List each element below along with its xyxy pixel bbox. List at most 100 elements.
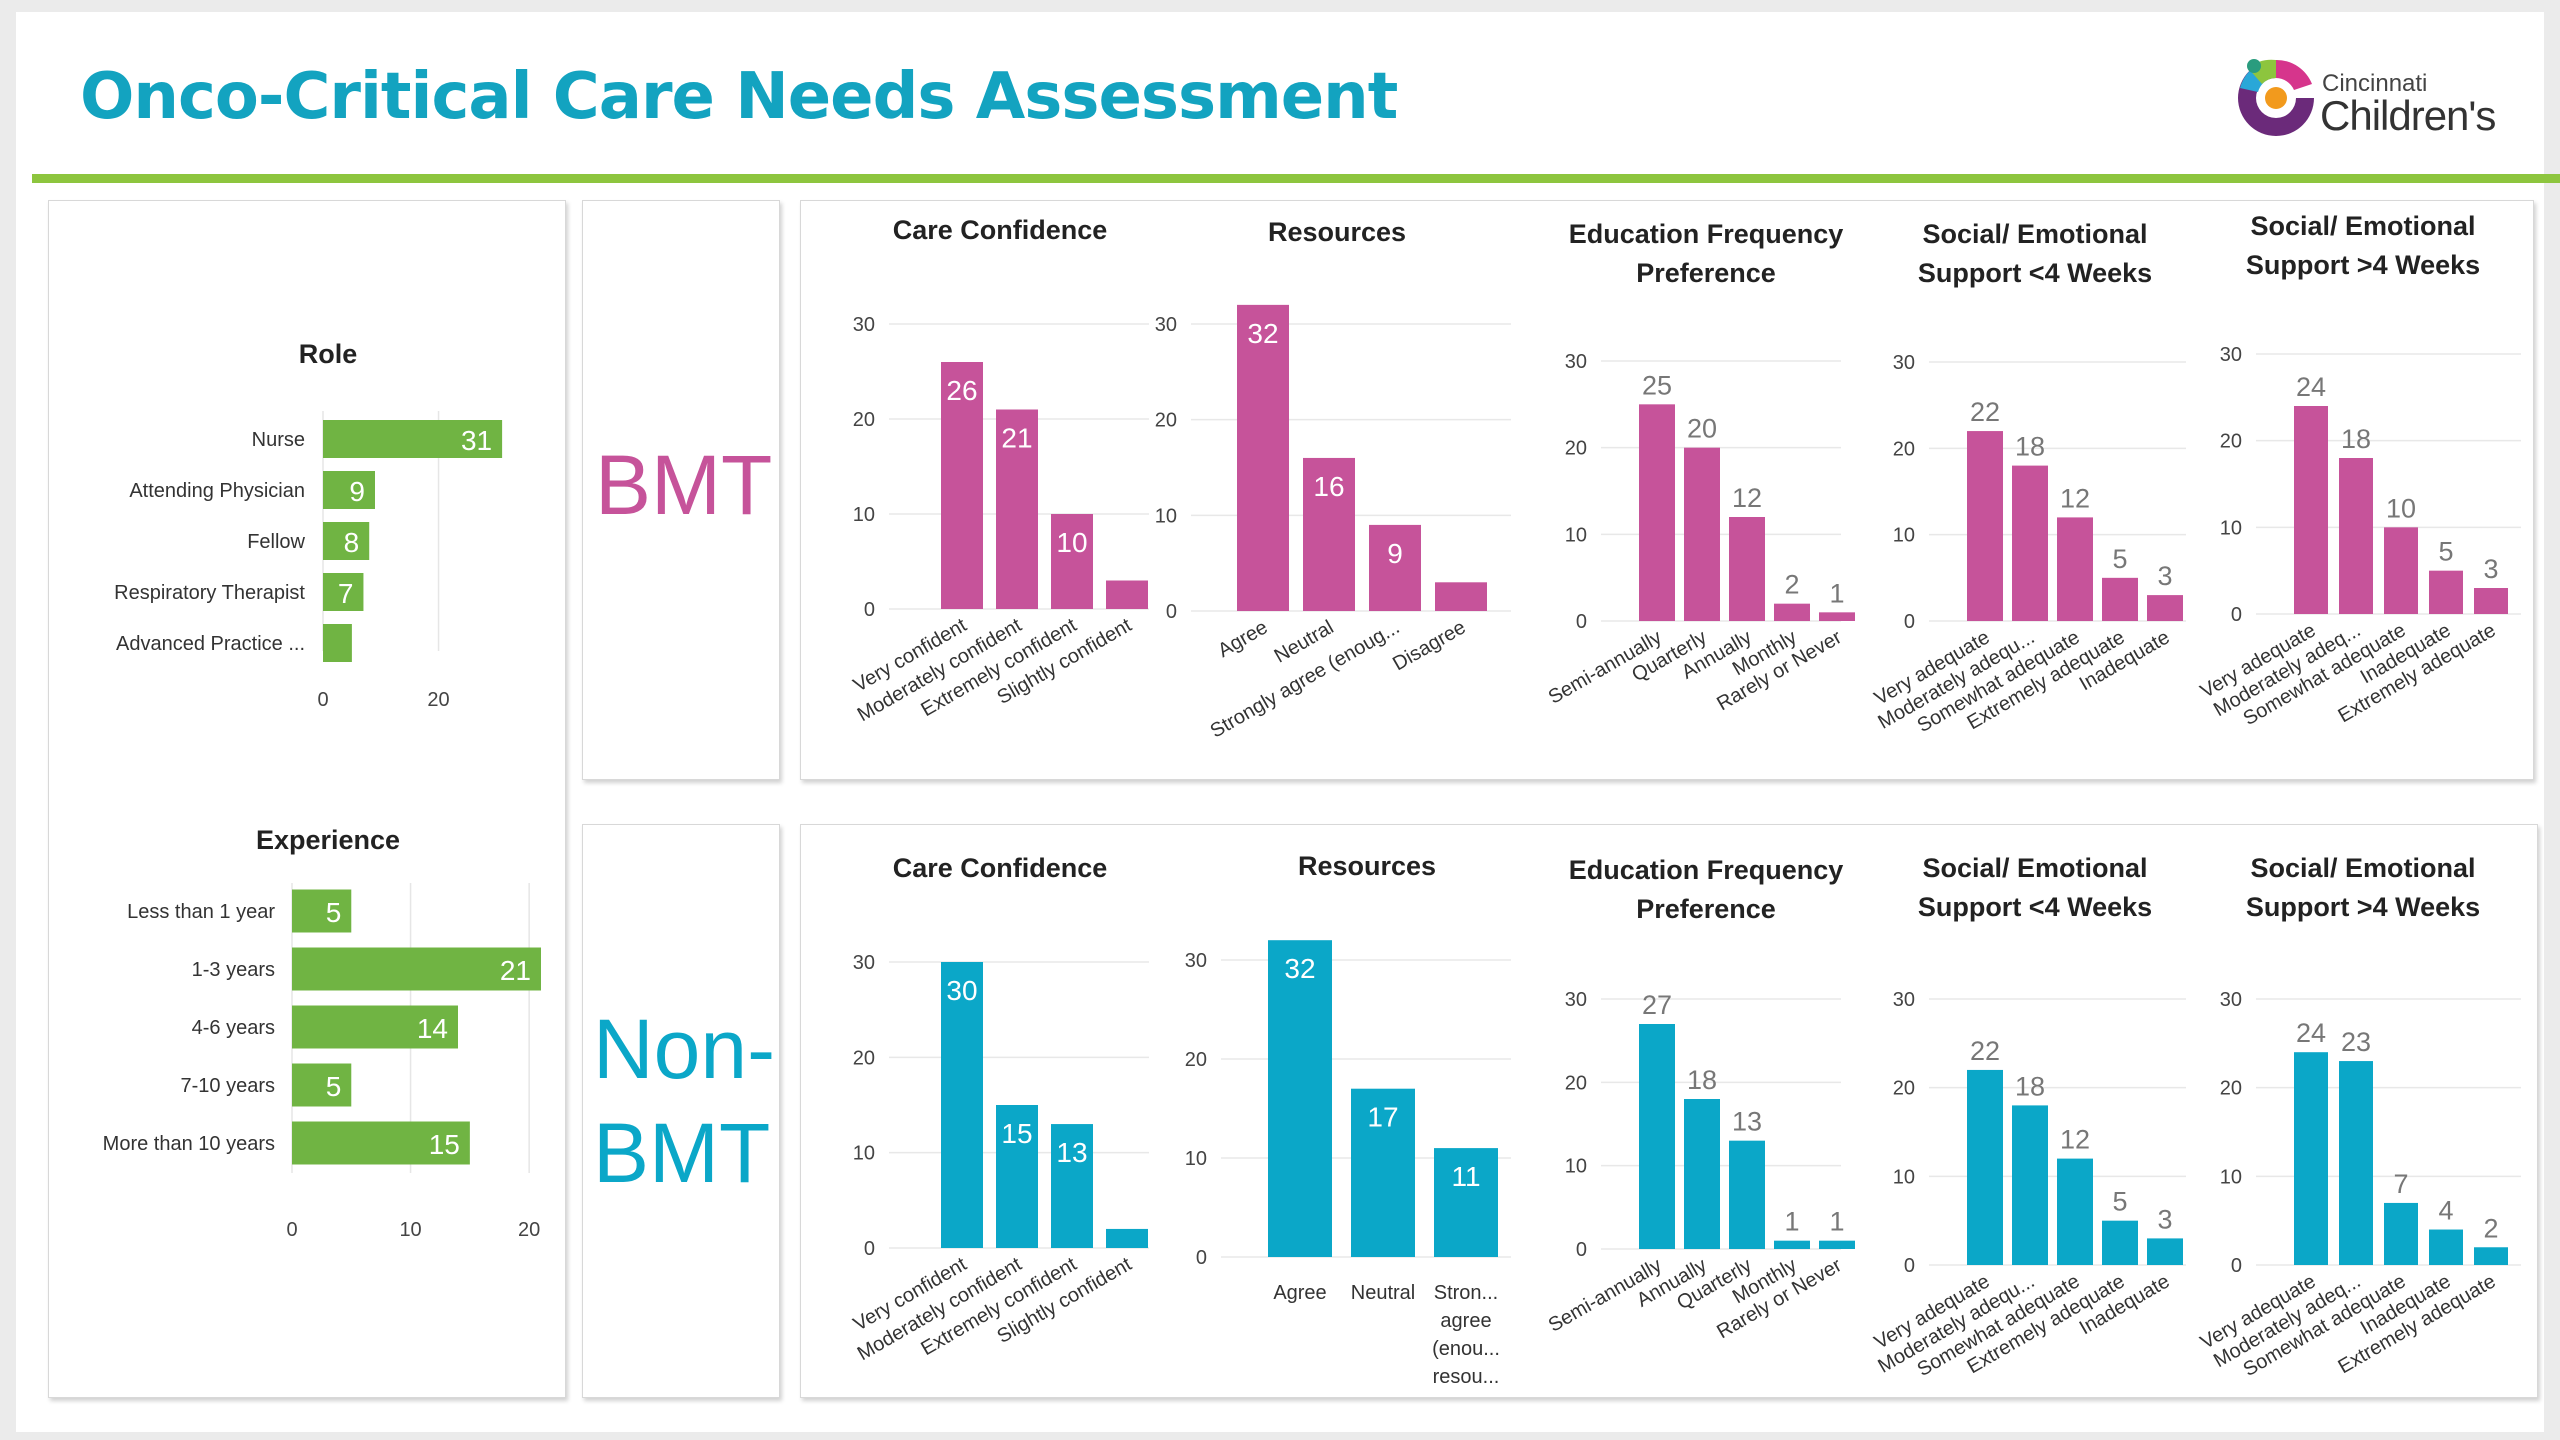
data-label: 9 <box>349 476 365 507</box>
y-tick-label: 10 <box>853 504 875 526</box>
x-tick-label: 20 <box>518 1219 540 1241</box>
cincinnati-childrens-logo: Cincinnati Children's <box>2226 48 2526 148</box>
bar <box>2057 1158 2093 1265</box>
bar <box>323 624 352 662</box>
data-label: 10 <box>1056 527 1087 558</box>
logo-line1: Cincinnati <box>2322 70 2428 97</box>
data-label: 5 <box>2112 544 2127 574</box>
data-label: 14 <box>417 1013 448 1044</box>
chart-title: Support >4 Weeks <box>2246 892 2480 922</box>
bar <box>1639 1024 1675 1249</box>
bar <box>2474 588 2508 614</box>
data-label: 22 <box>1970 397 2000 427</box>
bar <box>1051 514 1093 609</box>
data-label: 18 <box>2015 1071 2045 1101</box>
chart-title: Social/ Emotional <box>1922 219 2147 249</box>
logo-line2: Children's <box>2320 92 2496 139</box>
chart-title: Support >4 Weeks <box>2246 250 2480 280</box>
bar <box>1303 457 1355 611</box>
data-label: 9 <box>1387 538 1403 569</box>
chart-title: Support <4 Weeks <box>1918 258 2152 288</box>
bar <box>2294 406 2328 614</box>
y-tick-label: 10 <box>853 1143 875 1165</box>
bar <box>1967 1069 2003 1265</box>
data-label: 12 <box>2060 1125 2090 1155</box>
data-label: 3 <box>2157 561 2172 591</box>
data-label: 7 <box>338 578 354 609</box>
bar <box>1106 1228 1148 1248</box>
data-label: 24 <box>2296 372 2326 402</box>
category-label: Attending Physician <box>129 480 305 502</box>
y-tick-label: 30 <box>1185 950 1207 972</box>
data-label: 5 <box>2112 1187 2127 1217</box>
y-tick-label: 20 <box>1893 1078 1915 1100</box>
y-tick-label: 20 <box>2220 431 2242 453</box>
chart-title: Resources <box>1298 851 1436 881</box>
bmt-charts-panel: Care Confidence 0 10 20 30 26 Very confident 21… <box>800 200 2534 780</box>
data-label: 13 <box>1732 1107 1762 1137</box>
chart-title: Support <4 Weeks <box>1918 892 2152 922</box>
chart-title: Preference <box>1636 258 1776 288</box>
y-tick-label: 20 <box>1155 410 1177 432</box>
data-label: 1 <box>1784 1207 1799 1237</box>
data-label: 31 <box>461 425 492 456</box>
bar <box>2339 458 2373 614</box>
category-label: 1-3 years <box>192 959 275 981</box>
data-label: 20 <box>1687 414 1717 444</box>
dashboard-page: Onco-Critical Care Needs Assessment Cinc… <box>16 12 2560 1432</box>
y-tick-label: 10 <box>2220 1166 2242 1188</box>
y-tick-label: 10 <box>1893 525 1915 547</box>
bmt-label-panel: BMT <box>582 200 780 780</box>
bar <box>1819 612 1855 621</box>
bar <box>1435 582 1487 611</box>
data-label: 11 <box>1451 1161 1480 1192</box>
bar <box>1774 603 1810 621</box>
bar <box>2474 1247 2508 1265</box>
data-label: 26 <box>946 375 977 406</box>
header-divider <box>32 174 2560 183</box>
data-label: 32 <box>1247 318 1278 349</box>
y-tick-label: 10 <box>1565 524 1587 546</box>
bar <box>2102 1220 2138 1265</box>
y-tick-label: 10 <box>1185 1148 1207 1170</box>
nonbmt-charts-panel: Care Confidence 0 10 20 30 30 Very confident 15… <box>800 824 2538 1398</box>
bar <box>2384 527 2418 614</box>
y-tick-label: 20 <box>1893 438 1915 460</box>
category-label: agree <box>1440 1310 1491 1332</box>
bar <box>1774 1240 1810 1249</box>
chart-title: Social/ Emotional <box>2250 853 2475 883</box>
bar <box>292 1063 352 1107</box>
bar <box>941 962 983 1248</box>
y-tick-label: 30 <box>1893 352 1915 374</box>
y-tick-label: 0 <box>864 599 875 621</box>
bar <box>1351 1088 1415 1257</box>
y-tick-label: 20 <box>1565 1072 1587 1094</box>
y-tick-label: 0 <box>1904 611 1915 633</box>
category-label: Disagree <box>1389 616 1469 675</box>
x-tick-label: 0 <box>286 1219 297 1241</box>
summary-panel: Role 0 20 Nurse 31 Attending Physician 9 Fellow… <box>48 200 566 1398</box>
bar <box>323 420 503 458</box>
bar <box>2102 577 2138 621</box>
data-label: 1 <box>1829 578 1844 608</box>
chart-title: Education Frequency <box>1569 219 1844 249</box>
category-label: Less than 1 year <box>127 901 275 923</box>
y-tick-label: 0 <box>2231 1255 2242 1277</box>
bar <box>996 1105 1038 1248</box>
bar <box>323 471 375 509</box>
chart-title: Social/ Emotional <box>2250 211 2475 241</box>
data-label: 5 <box>2438 537 2453 567</box>
y-tick-label: 20 <box>2220 1078 2242 1100</box>
y-tick-label: 20 <box>853 409 875 431</box>
category-label: Stron... <box>1434 1282 1498 1304</box>
data-label: 1 <box>1829 1207 1844 1237</box>
data-label: 8 <box>344 527 360 558</box>
bar <box>2147 1238 2183 1265</box>
x-tick-label: 10 <box>399 1219 421 1241</box>
category-label: Advanced Practice ... <box>116 633 305 655</box>
category-label: More than 10 years <box>103 1133 275 1155</box>
data-label: 5 <box>326 897 342 928</box>
data-label: 15 <box>1001 1118 1032 1149</box>
bar <box>1729 517 1765 621</box>
data-label: 23 <box>2341 1027 2371 1057</box>
